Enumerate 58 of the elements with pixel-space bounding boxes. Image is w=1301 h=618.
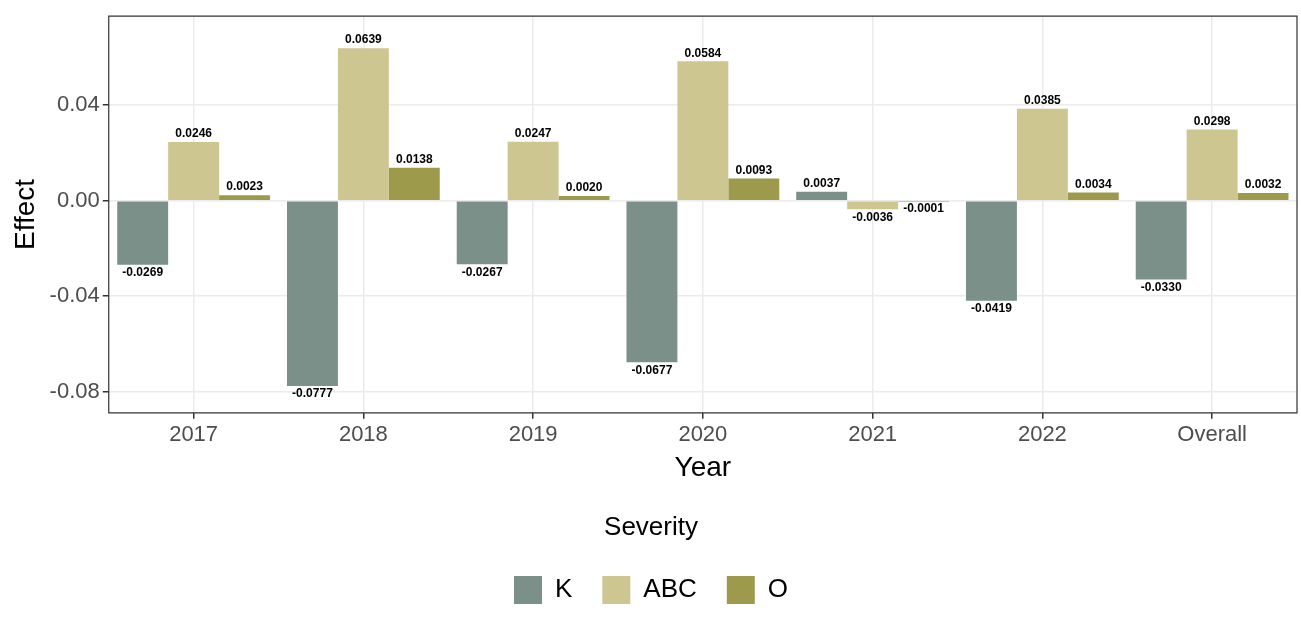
data-label: 0.0020 bbox=[565, 180, 603, 195]
bar bbox=[1067, 192, 1119, 200]
bar bbox=[677, 61, 729, 200]
x-tick-label: 2022 bbox=[1017, 421, 1067, 447]
data-label: 0.0034 bbox=[1074, 176, 1112, 191]
bar bbox=[1016, 108, 1068, 200]
y-axis-title: Effect bbox=[8, 178, 40, 251]
bar bbox=[219, 195, 271, 200]
data-label: -0.0677 bbox=[631, 362, 673, 377]
data-label: 0.0246 bbox=[175, 126, 213, 141]
data-label: 0.0093 bbox=[735, 162, 773, 177]
data-label: -0.0267 bbox=[461, 264, 503, 279]
data-label: -0.0330 bbox=[1140, 279, 1182, 294]
data-label: 0.0298 bbox=[1193, 113, 1231, 128]
y-tick-label: 0.00 bbox=[56, 186, 100, 212]
bar bbox=[728, 178, 780, 200]
x-tick-label: 2018 bbox=[338, 421, 388, 447]
data-label: -0.0001 bbox=[903, 201, 945, 216]
y-tick-label: -0.08 bbox=[49, 377, 100, 403]
bar bbox=[626, 201, 678, 363]
bar bbox=[168, 141, 220, 200]
data-label: -0.0777 bbox=[292, 386, 334, 401]
data-label: 0.0037 bbox=[803, 176, 841, 191]
x-tick-label: Overall bbox=[1177, 421, 1247, 447]
y-tick-label: -0.04 bbox=[49, 282, 100, 308]
x-tick-label: 2021 bbox=[848, 421, 898, 447]
data-label: -0.0036 bbox=[852, 209, 894, 224]
legend-title: Severity bbox=[604, 510, 698, 541]
bar bbox=[847, 201, 899, 210]
legend-label: ABC bbox=[643, 573, 697, 604]
legend-label: K bbox=[554, 573, 573, 604]
data-label: -0.0269 bbox=[122, 265, 164, 280]
bar bbox=[558, 195, 610, 200]
bar bbox=[1237, 193, 1289, 200]
data-label: 0.0639 bbox=[345, 32, 383, 47]
bar bbox=[337, 48, 389, 200]
x-tick-label: 2017 bbox=[169, 421, 219, 447]
bar bbox=[388, 167, 440, 200]
data-label: 0.0023 bbox=[226, 179, 264, 194]
legend-label: O bbox=[767, 573, 789, 604]
bar bbox=[965, 201, 1017, 301]
bar bbox=[1135, 201, 1187, 280]
x-tick-label: 2020 bbox=[678, 421, 728, 447]
data-label: -0.0419 bbox=[971, 300, 1013, 315]
bar bbox=[117, 201, 169, 265]
x-tick-label: 2019 bbox=[508, 421, 558, 447]
data-label: 0.0138 bbox=[395, 152, 433, 167]
bar bbox=[286, 201, 338, 387]
bar bbox=[1186, 129, 1238, 200]
data-label: 0.0032 bbox=[1244, 177, 1282, 192]
data-label: 0.0385 bbox=[1024, 93, 1062, 108]
data-label: 0.0584 bbox=[684, 45, 722, 60]
bar bbox=[507, 141, 559, 200]
bar bbox=[456, 201, 508, 265]
bar bbox=[796, 191, 848, 200]
x-axis-title: Year bbox=[674, 450, 732, 482]
y-tick-label: 0.04 bbox=[56, 91, 100, 117]
data-label: 0.0247 bbox=[514, 126, 552, 141]
